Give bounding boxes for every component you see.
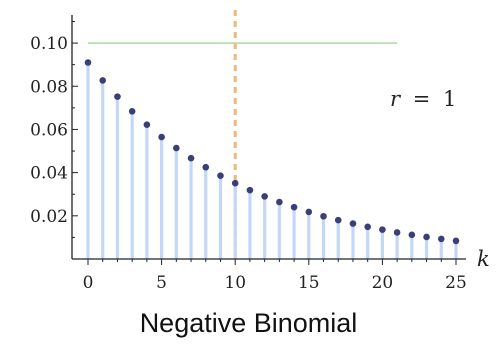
x-tick-label: 25: [445, 273, 467, 293]
x-axis-label: k: [477, 247, 490, 271]
data-point: [128, 108, 136, 115]
data-point: [202, 163, 210, 171]
data-point: [320, 212, 327, 220]
data-point: [393, 229, 401, 236]
x-tick-label: 0: [83, 273, 94, 293]
data-point: [246, 186, 254, 194]
data-point: [231, 179, 239, 187]
data-point: [305, 208, 313, 216]
data-point: [290, 203, 298, 211]
data-point: [423, 233, 430, 241]
data-point: [173, 144, 180, 152]
data-point: [99, 77, 107, 84]
annotation-value: 1: [443, 87, 456, 111]
y-tick-label: 0.08: [30, 77, 68, 97]
x-tick-label: 15: [298, 273, 320, 293]
data-point: [114, 93, 121, 100]
y-tick-label: 0.04: [30, 164, 68, 184]
data-point: [158, 133, 165, 141]
data-point: [408, 231, 416, 239]
data-point: [437, 235, 445, 243]
chart-caption: Negative Binomial: [139, 308, 358, 338]
data-point: [379, 226, 386, 233]
x-tick-label: 10: [224, 273, 246, 293]
y-tick-label: 0.10: [30, 34, 68, 54]
x-tick-label: 5: [156, 273, 167, 293]
data-point: [452, 237, 460, 245]
data-point: [143, 121, 151, 128]
data-point: [84, 59, 92, 66]
data-point: [276, 198, 283, 206]
data-point: [217, 172, 224, 179]
y-tick-label: 0.06: [30, 120, 68, 140]
chart: 0 5 10 15 20 25 0.02 0.04 0.06 0.08 0.10 k r = 1: [30, 10, 490, 293]
annotation-variable: r: [390, 87, 402, 111]
y-tick-label: 0.02: [30, 207, 68, 227]
annotation-operator: =: [413, 87, 431, 111]
data-point: [349, 220, 357, 227]
data-point: [261, 193, 268, 200]
parameter-annotation: r = 1: [390, 87, 456, 111]
data-point: [187, 154, 195, 162]
data-point: [364, 223, 371, 231]
data-point: [334, 216, 342, 224]
x-tick-label: 20: [372, 273, 394, 293]
